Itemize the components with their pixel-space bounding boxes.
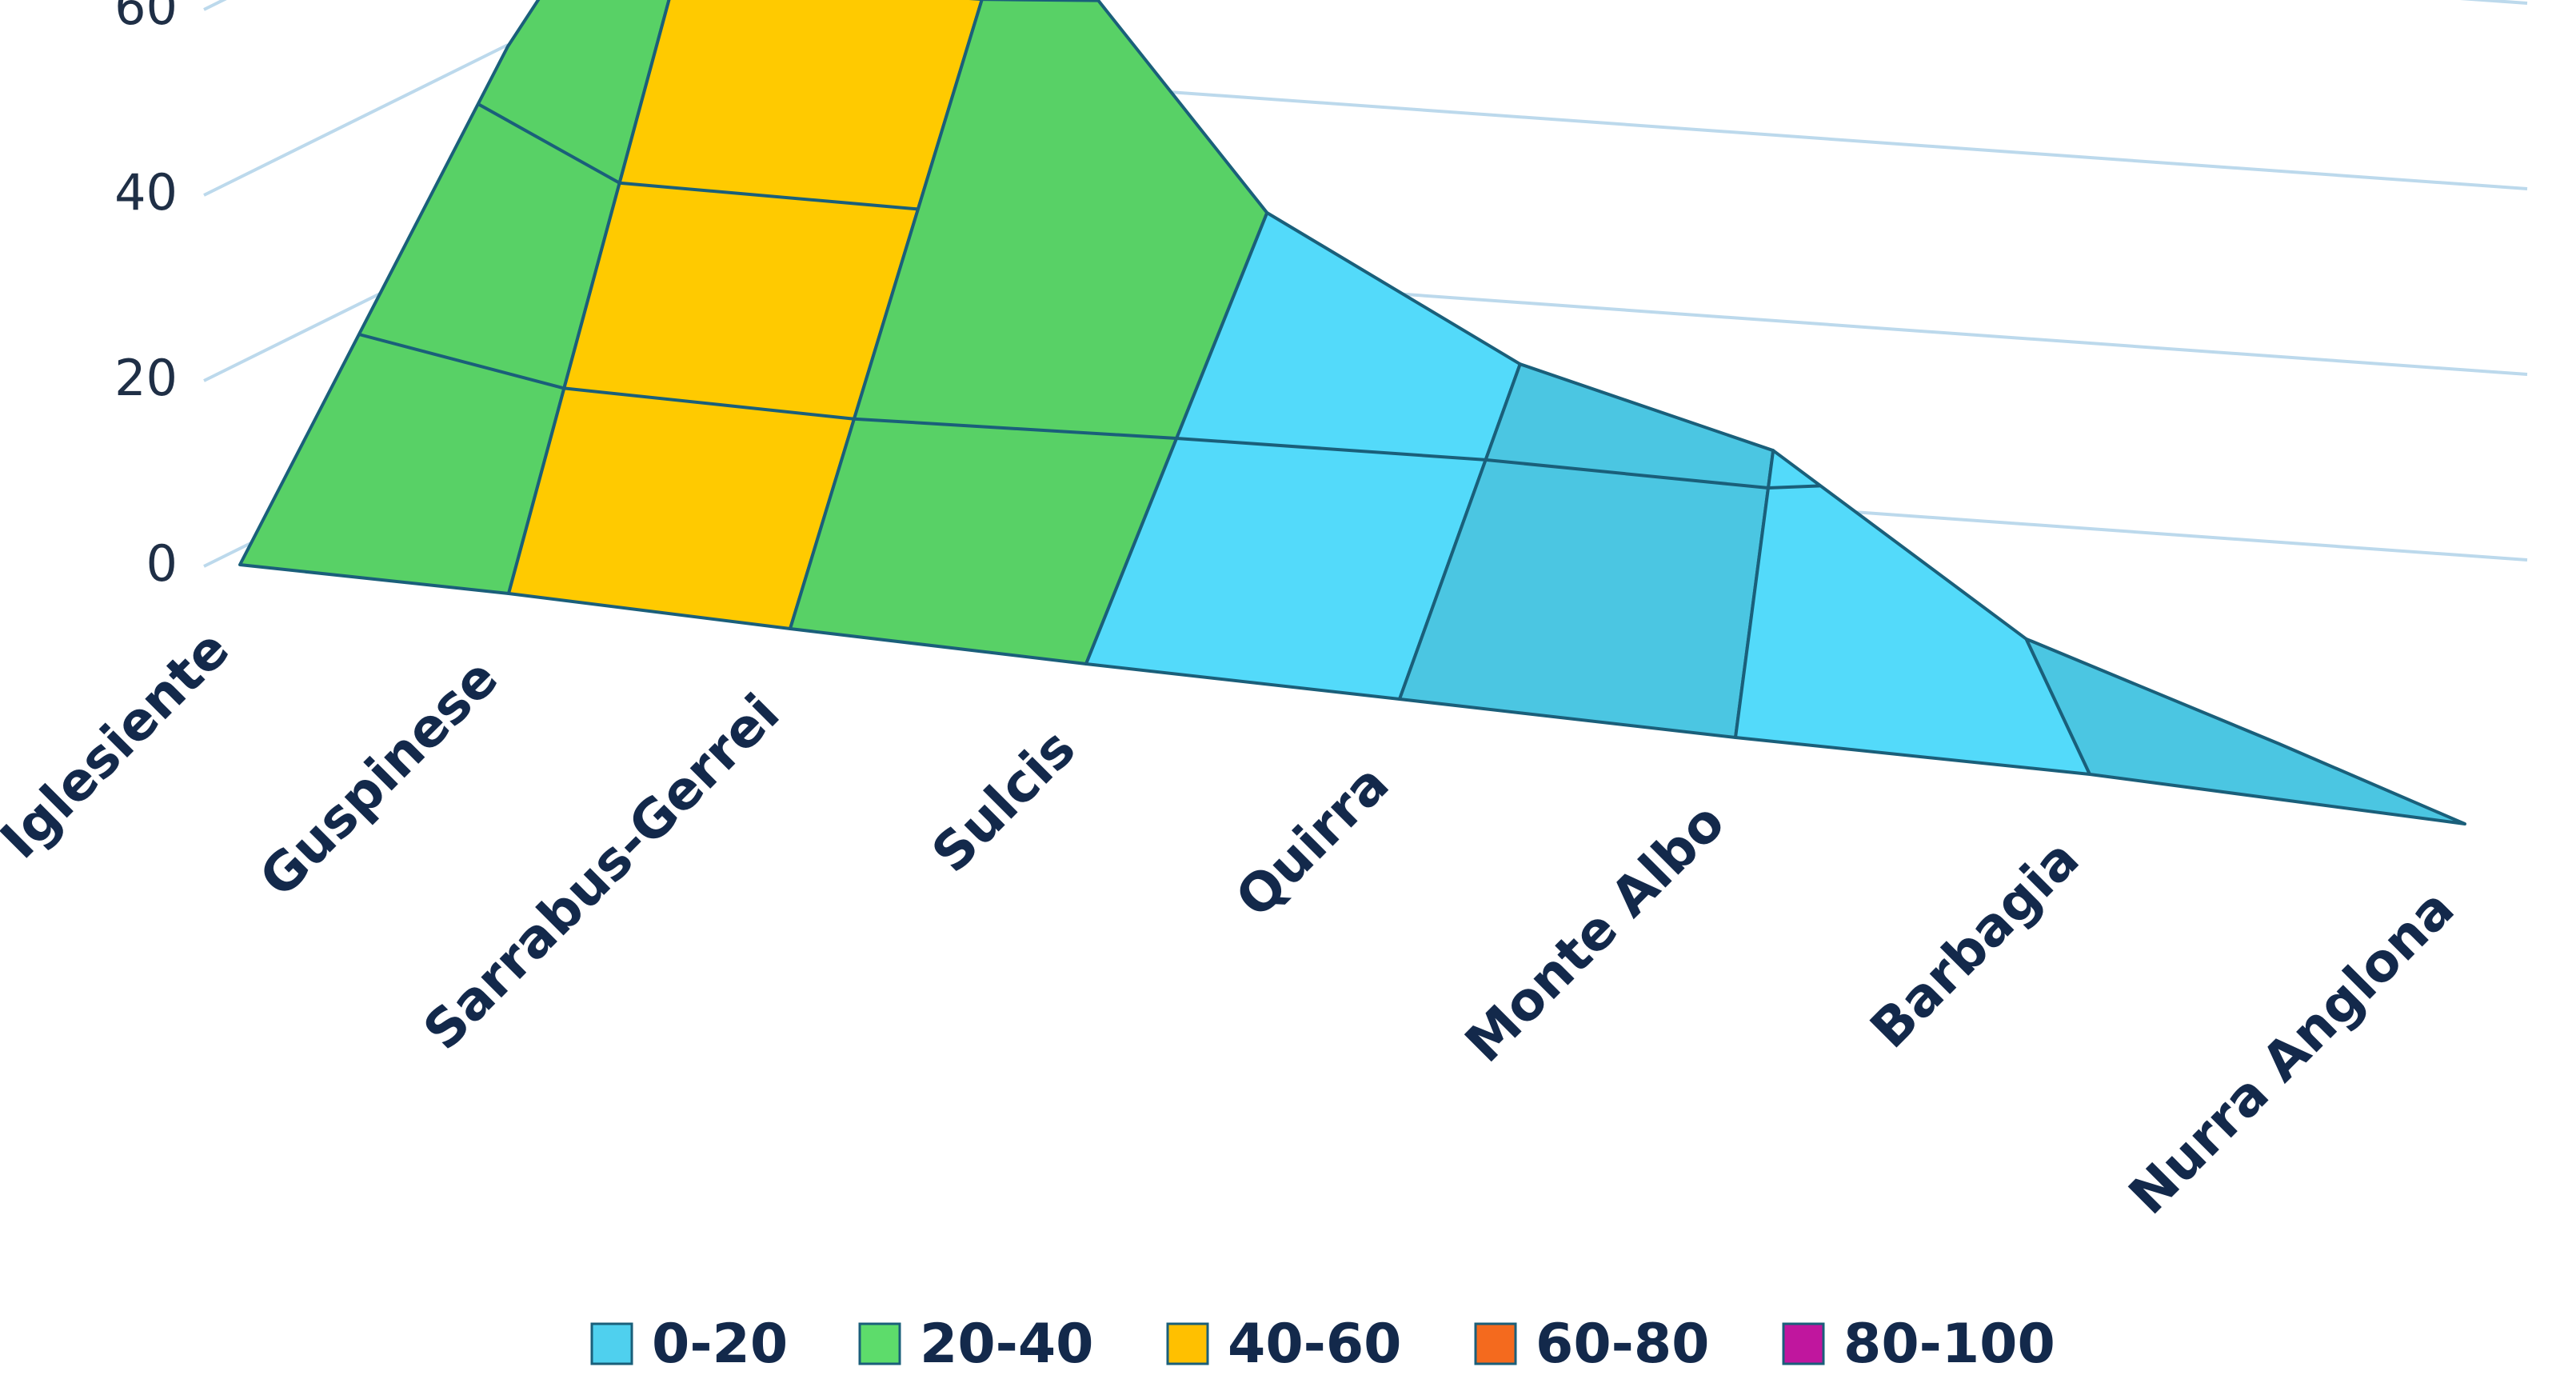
x-tick-label: Iglesiente bbox=[0, 618, 241, 870]
legend-swatch-0-20 bbox=[590, 1322, 633, 1365]
legend-label: 0-20 bbox=[652, 1313, 788, 1376]
band-contour-20-40 bbox=[853, 417, 1177, 440]
x-tick-label: Sulcis bbox=[921, 717, 1088, 885]
y-tick-label: 20 bbox=[114, 349, 178, 407]
surface-facets bbox=[238, 0, 2466, 825]
band-contour-60-80 bbox=[981, 0, 1099, 2]
band-contour-20-40 bbox=[1176, 437, 1486, 462]
x-tick-label: Barbagia bbox=[1859, 828, 2091, 1060]
legend-swatch-40-60 bbox=[1166, 1322, 1209, 1365]
y-axis-ticks: 020406080100 bbox=[114, 0, 178, 593]
band-contour-40-60 bbox=[619, 181, 919, 211]
legend-swatch-60-80 bbox=[1474, 1322, 1517, 1365]
legend-label: 80-100 bbox=[1843, 1313, 2055, 1376]
y-tick-label: 0 bbox=[146, 534, 178, 593]
legend-label: 40-60 bbox=[1228, 1313, 1401, 1376]
legend-label: 60-80 bbox=[1536, 1313, 1709, 1376]
x-tick-label: Monte Albo bbox=[1453, 791, 1736, 1074]
y-tick-label: 40 bbox=[114, 163, 178, 222]
legend-label: 20-40 bbox=[920, 1313, 1093, 1376]
surface-facet-barbagia bbox=[2024, 637, 2466, 825]
band-contour-20-40 bbox=[1485, 458, 1769, 490]
gridline-left-40 bbox=[203, 43, 509, 197]
surface-facet-iglesiente bbox=[238, 0, 671, 595]
x-tick-label: Quirra bbox=[1224, 753, 1400, 929]
legend-swatch-80-100 bbox=[1782, 1322, 1825, 1365]
x-tick-label: Nurra Anglona bbox=[2117, 877, 2466, 1226]
x-tick-label: Guspinese bbox=[248, 647, 509, 909]
y-tick-label: 60 bbox=[114, 0, 178, 36]
surface-facet-guspinese bbox=[507, 0, 984, 630]
surface-facet-monte-albo bbox=[1734, 449, 2091, 776]
band-contour-20-40 bbox=[1767, 484, 1821, 490]
x-tick-label: Sarrabus-Gerrei bbox=[412, 682, 792, 1062]
legend: 0-20 20-40 40-60 60-80 80-100 bbox=[590, 1313, 2055, 1376]
band-contour-20-40 bbox=[358, 333, 565, 390]
band-contour-40-60 bbox=[477, 102, 621, 185]
band-contour-20-40 bbox=[564, 386, 855, 421]
legend-swatch-20-40 bbox=[858, 1322, 901, 1365]
gridline-left-60 bbox=[203, 0, 227, 11]
